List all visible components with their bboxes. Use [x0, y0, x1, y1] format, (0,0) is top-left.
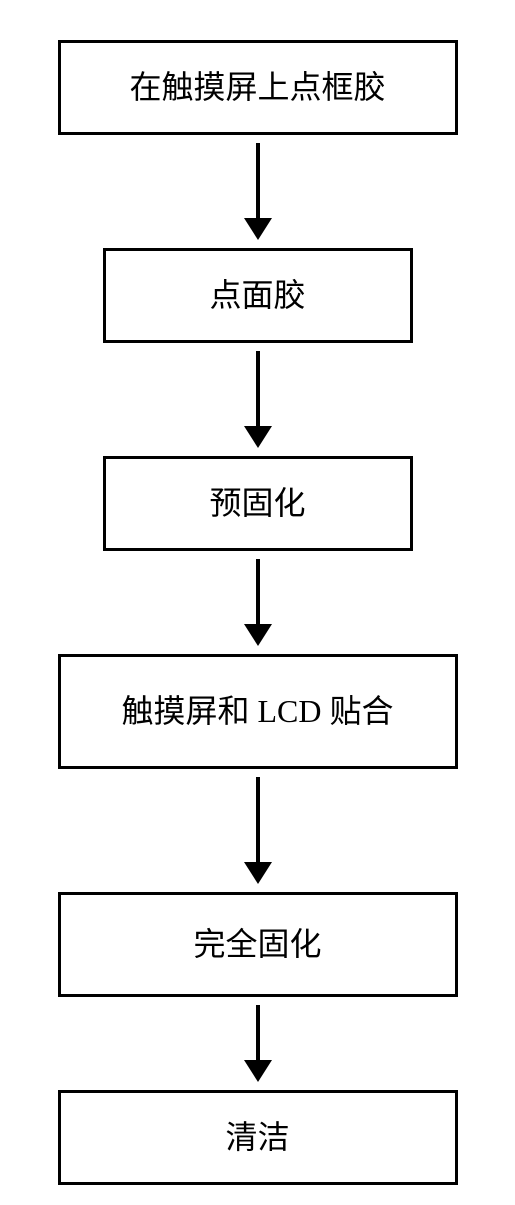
flowchart-step-1: 在触摸屏上点框胶	[58, 40, 458, 135]
arrow-line	[256, 143, 260, 218]
flowchart-step-3: 预固化	[103, 456, 413, 551]
flowchart-step-4: 触摸屏和 LCD 贴合	[58, 654, 458, 769]
flowchart-arrow-1	[244, 143, 272, 240]
arrow-head-icon	[244, 1060, 272, 1082]
arrow-head-icon	[244, 426, 272, 448]
arrow-head-icon	[244, 862, 272, 884]
flowchart-step-2: 点面胶	[103, 248, 413, 343]
arrow-line	[256, 1005, 260, 1060]
step-label: 触摸屏和 LCD 贴合	[121, 692, 393, 730]
flowchart-step-5: 完全固化	[58, 892, 458, 997]
arrow-line	[256, 351, 260, 426]
flowchart-arrow-5	[244, 1005, 272, 1082]
arrow-line	[256, 777, 260, 862]
step-label: 在触摸屏上点框胶	[129, 68, 385, 106]
step-label: 清洁	[225, 1118, 289, 1156]
arrow-head-icon	[244, 218, 272, 240]
step-label: 预固化	[209, 484, 305, 522]
flowchart-arrow-3	[244, 559, 272, 646]
arrow-line	[256, 559, 260, 624]
flowchart-arrow-4	[244, 777, 272, 884]
flowchart-arrow-2	[244, 351, 272, 448]
step-label: 点面胶	[209, 276, 305, 314]
arrow-head-icon	[244, 624, 272, 646]
step-label: 完全固化	[193, 925, 321, 963]
flowchart-step-6: 清洁	[58, 1090, 458, 1185]
